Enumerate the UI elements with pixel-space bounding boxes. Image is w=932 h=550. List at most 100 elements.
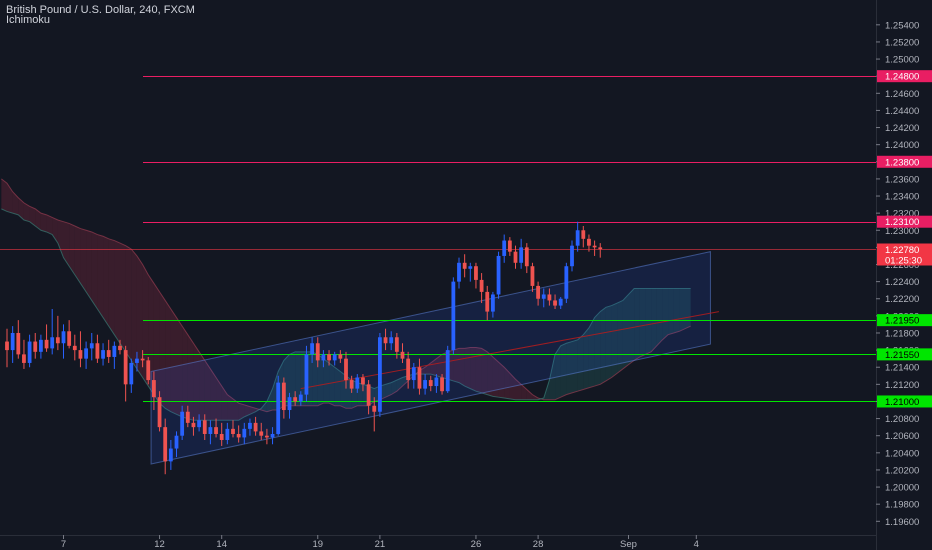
candle-body	[491, 294, 495, 312]
candle-body	[417, 367, 422, 389]
candle-body	[361, 377, 365, 385]
candle-body	[570, 245, 574, 267]
candle-body	[33, 341, 38, 352]
time-axis: 7 12 14 19 21 26 28 Sep 4	[61, 535, 699, 550]
kumo-segment	[46, 214, 53, 235]
candle-body	[55, 337, 60, 344]
kumo-segment	[29, 206, 36, 226]
price-tick-label: 1.20600	[885, 431, 919, 442]
date-tick-label: 12	[154, 539, 165, 550]
candle-body	[564, 266, 569, 299]
price-tick-label: 1.23000	[885, 226, 919, 237]
level-label-box	[877, 314, 932, 327]
candle-body	[146, 360, 151, 381]
level-label-box	[877, 348, 932, 361]
candle-body	[310, 343, 314, 355]
candle-body	[338, 354, 343, 359]
date-tick-label: 7	[61, 539, 66, 550]
candle-body	[434, 377, 439, 387]
candle-body	[394, 337, 399, 352]
candle-body	[457, 262, 461, 282]
candle-body	[287, 397, 292, 411]
level-label: 1.23800	[885, 157, 919, 168]
candle-body	[406, 358, 411, 381]
horizontal-levels	[143, 76, 876, 402]
candle-body	[462, 262, 467, 269]
candle-body	[558, 298, 563, 306]
price-tick-label: 1.20000	[885, 483, 919, 494]
kumo-segment	[97, 234, 104, 318]
candle-body	[248, 422, 252, 429]
candle-body	[281, 382, 286, 411]
kumo-segment	[526, 389, 533, 400]
candle-body	[327, 354, 331, 361]
kumo-segment	[430, 358, 437, 376]
candle-body	[428, 380, 433, 387]
candle-body	[89, 343, 94, 349]
kumo-segment	[216, 377, 222, 421]
price-tick-label: 1.24600	[885, 89, 919, 100]
candle-body	[355, 377, 360, 389]
kumo-segment	[685, 288, 691, 329]
candle-body	[202, 420, 207, 434]
kumo-segment	[57, 219, 64, 258]
candle-body	[445, 350, 450, 392]
kumo-segment	[453, 348, 459, 383]
candle-body	[10, 332, 15, 351]
kumo-segment	[40, 213, 47, 232]
kumo-segment	[289, 351, 296, 406]
kumo-segment	[572, 339, 578, 393]
candle-body	[372, 405, 377, 412]
kumo-segment	[645, 288, 652, 355]
kumo-segment	[605, 305, 612, 381]
candle-body	[541, 294, 546, 299]
indicator-label[interactable]: Ichimoku	[6, 14, 51, 26]
kumo-segment	[261, 401, 267, 412]
kumo-segment	[103, 236, 109, 327]
candle-body	[332, 354, 337, 361]
candle-body	[598, 247, 603, 250]
candle-body	[44, 339, 49, 349]
kumo-segment	[176, 317, 183, 417]
candle-body	[411, 367, 416, 381]
candle-body	[479, 279, 484, 292]
kumo-segment	[7, 183, 13, 214]
kumo-segment	[108, 238, 115, 335]
price-tick-label: 1.25000	[885, 55, 919, 66]
candle-body	[468, 266, 473, 269]
kumo-segment	[425, 362, 431, 375]
kumo-segment	[170, 309, 177, 415]
kumo-segment	[521, 384, 527, 400]
kumo-segment	[238, 403, 245, 421]
kumo-segment	[136, 255, 143, 378]
level-label: 1.21550	[885, 350, 919, 361]
candle-body	[197, 420, 201, 428]
candle-body	[496, 255, 501, 295]
candle-body	[39, 339, 43, 352]
level-label: 1.21950	[885, 316, 919, 327]
price-tick-label: 1.20400	[885, 448, 919, 459]
symbol-title[interactable]: British Pound / U.S. Dollar, 240, FXCM	[6, 4, 195, 16]
date-tick-label: 19	[312, 539, 323, 550]
price-tick-label: 1.23400	[885, 192, 919, 203]
price-tick-label: 1.23600	[885, 174, 919, 185]
kumo-segment	[210, 368, 217, 421]
kumo-segment	[617, 300, 623, 374]
candle-body	[587, 238, 591, 246]
kumo-segment	[131, 249, 137, 369]
candle-body	[474, 266, 478, 280]
candle-body	[185, 411, 190, 423]
parallel-channel	[150, 251, 711, 465]
kumo-segment	[1, 178, 8, 212]
candle-body	[389, 337, 394, 344]
kumo-segment	[459, 348, 465, 387]
level-label-box	[877, 155, 932, 168]
kumo-segment	[187, 334, 194, 421]
kumo-segment	[639, 288, 646, 357]
kumo-segment	[74, 225, 81, 284]
kumo-segment	[334, 367, 341, 406]
price-tick-label: 1.19600	[885, 517, 919, 528]
candle-body	[259, 431, 264, 436]
